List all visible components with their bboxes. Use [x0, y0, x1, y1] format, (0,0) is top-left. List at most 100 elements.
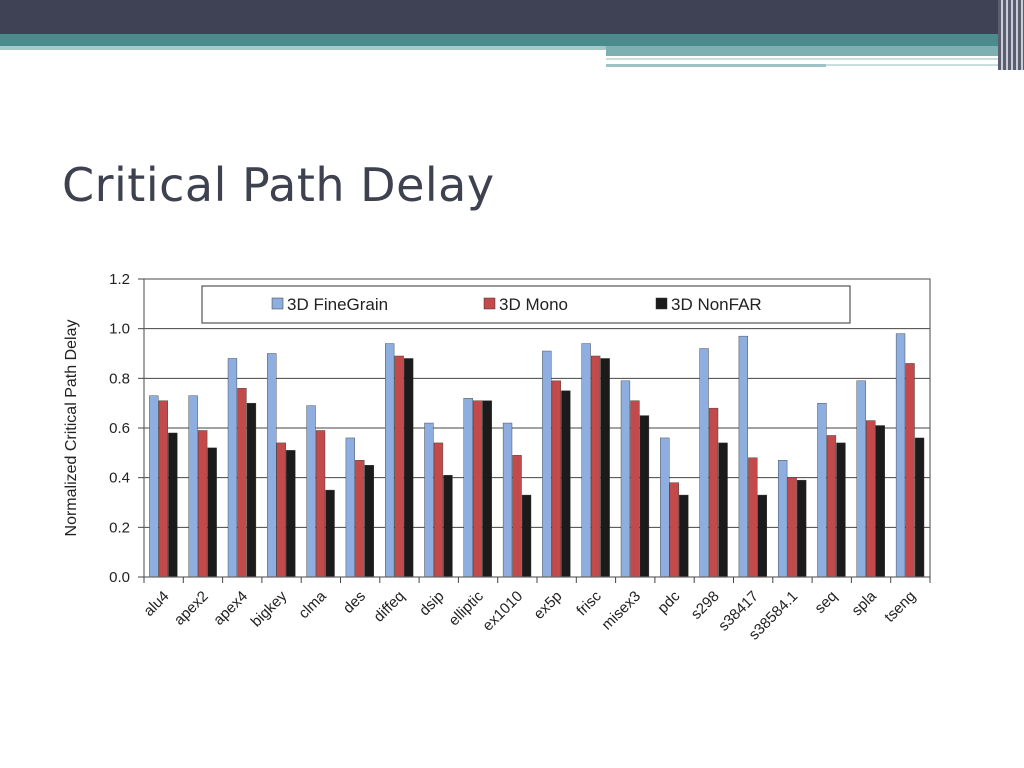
bar-3d-mono: [158, 400, 168, 578]
y-tick-label: 0.6: [109, 420, 130, 437]
x-tick-label: frisc: [573, 587, 605, 619]
bar-3d-nonfar: [404, 358, 414, 578]
x-tick-label: clma: [295, 587, 330, 622]
header-accent-band-right: [606, 46, 1000, 56]
bar-3d-nonfar: [325, 489, 335, 578]
bar-3d-finegrain: [895, 333, 906, 578]
bar-3d-nonfar: [561, 390, 571, 578]
bar-3d-nonfar: [718, 442, 728, 578]
bar-3d-nonfar: [875, 425, 885, 578]
bar-3d-nonfar: [286, 450, 296, 578]
bar-3d-mono: [905, 363, 915, 578]
bar-3d-finegrain: [227, 358, 238, 578]
header-thin-line: [606, 64, 826, 67]
y-tick-label: 1.2: [109, 271, 130, 288]
bar-3d-finegrain: [738, 335, 749, 578]
bar-3d-finegrain: [856, 380, 866, 578]
header-accent-band: [0, 34, 1000, 46]
bar-3d-mono: [708, 407, 719, 578]
bar-3d-finegrain: [267, 353, 277, 578]
bar-3d-finegrain: [306, 405, 316, 578]
x-tick-label: des: [340, 588, 369, 617]
x-tick-label: diffeq: [370, 588, 408, 626]
y-tick-label: 0.4: [109, 470, 130, 487]
bar-3d-mono: [473, 400, 483, 578]
bar-3d-mono: [826, 435, 837, 578]
slide-title: Critical Path Delay: [62, 158, 495, 212]
bar-3d-finegrain: [699, 348, 709, 578]
legend-label: 3D FineGrain: [287, 295, 388, 314]
legend-swatch: [483, 297, 496, 310]
bar-3d-nonfar: [914, 437, 925, 578]
bar-3d-mono: [237, 388, 247, 578]
legend-swatch: [655, 297, 668, 310]
bar-3d-nonfar: [679, 494, 689, 578]
bar-3d-finegrain: [385, 343, 395, 578]
bar-3d-finegrain: [149, 395, 159, 578]
bar-3d-finegrain: [463, 398, 473, 578]
x-tick-label: s298: [688, 588, 723, 623]
bar-3d-mono: [669, 482, 679, 578]
bar-3d-finegrain: [345, 437, 355, 578]
y-tick-label: 0.0: [109, 569, 130, 586]
bar-3d-nonfar: [246, 402, 257, 578]
y-tick-label: 0.8: [109, 370, 130, 387]
bar-3d-finegrain: [660, 437, 670, 578]
bar-3d-finegrain: [778, 460, 788, 578]
bar-3d-finegrain: [188, 395, 198, 578]
bar-3d-mono: [315, 430, 326, 578]
bar-3d-finegrain: [817, 402, 827, 578]
bar-3d-mono: [866, 420, 876, 578]
bar-3d-mono: [591, 355, 601, 578]
bar-3d-mono: [512, 455, 522, 578]
bar-3d-mono: [787, 477, 797, 578]
y-tick-label: 1.0: [109, 321, 130, 338]
bar-3d-mono: [630, 400, 640, 578]
legend: 3D FineGrain 3D Mono 3D NonFAR: [201, 285, 851, 324]
bar-3d-nonfar: [207, 447, 217, 578]
bar-3d-mono: [433, 442, 444, 578]
header-accent-line: [0, 46, 606, 50]
bar-3d-mono: [394, 355, 404, 578]
bar-3d-mono: [276, 442, 286, 578]
bar-3d-mono: [197, 430, 208, 578]
y-tick-label: 0.2: [109, 519, 130, 536]
grid: [144, 328, 930, 528]
header-thin-line: [606, 58, 1000, 60]
x-tick-label: alu4: [140, 588, 172, 620]
x-tick-label: ex1010: [479, 588, 526, 635]
legend-swatch: [271, 297, 284, 310]
bar-3d-nonfar: [639, 415, 650, 578]
x-tick-label: misex3: [598, 588, 644, 634]
bar-3d-finegrain: [542, 350, 552, 578]
bar-3d-finegrain: [424, 422, 434, 578]
bar-3d-nonfar: [600, 358, 610, 578]
x-tick-label: pdc: [654, 587, 683, 616]
bar-3d-mono: [748, 457, 758, 578]
y-axis-label: Normalized Critical Path Delay: [63, 320, 80, 537]
bar-3d-nonfar: [797, 479, 807, 578]
x-tick-label: tseng: [881, 588, 919, 626]
bar-3d-finegrain: [581, 343, 591, 578]
bar-3d-nonfar: [482, 400, 492, 578]
x-tick-label: seq: [811, 588, 840, 617]
bar-3d-mono: [551, 380, 562, 578]
bar-3d-nonfar: [836, 442, 846, 578]
x-tick-label: bigkey: [248, 587, 291, 630]
x-tick-label: dsip: [416, 588, 447, 619]
bar-3d-nonfar: [521, 494, 532, 578]
x-tick-label: spla: [848, 587, 880, 619]
legend-label: 3D Mono: [499, 295, 568, 314]
bar-3d-nonfar: [364, 465, 374, 578]
legend-box: [201, 285, 851, 324]
bar-3d-finegrain: [502, 422, 513, 578]
y-axis-ticks: 0.0 0.2 0.4 0.6 0.8 1.0 1.2: [109, 271, 144, 586]
bar-3d-finegrain: [620, 380, 631, 578]
x-tick-label: ex5p: [530, 588, 565, 623]
bar-3d-mono: [355, 460, 365, 578]
header-bar: [0, 0, 1024, 34]
bar-3d-nonfar: [168, 432, 178, 578]
bars: [149, 333, 925, 578]
